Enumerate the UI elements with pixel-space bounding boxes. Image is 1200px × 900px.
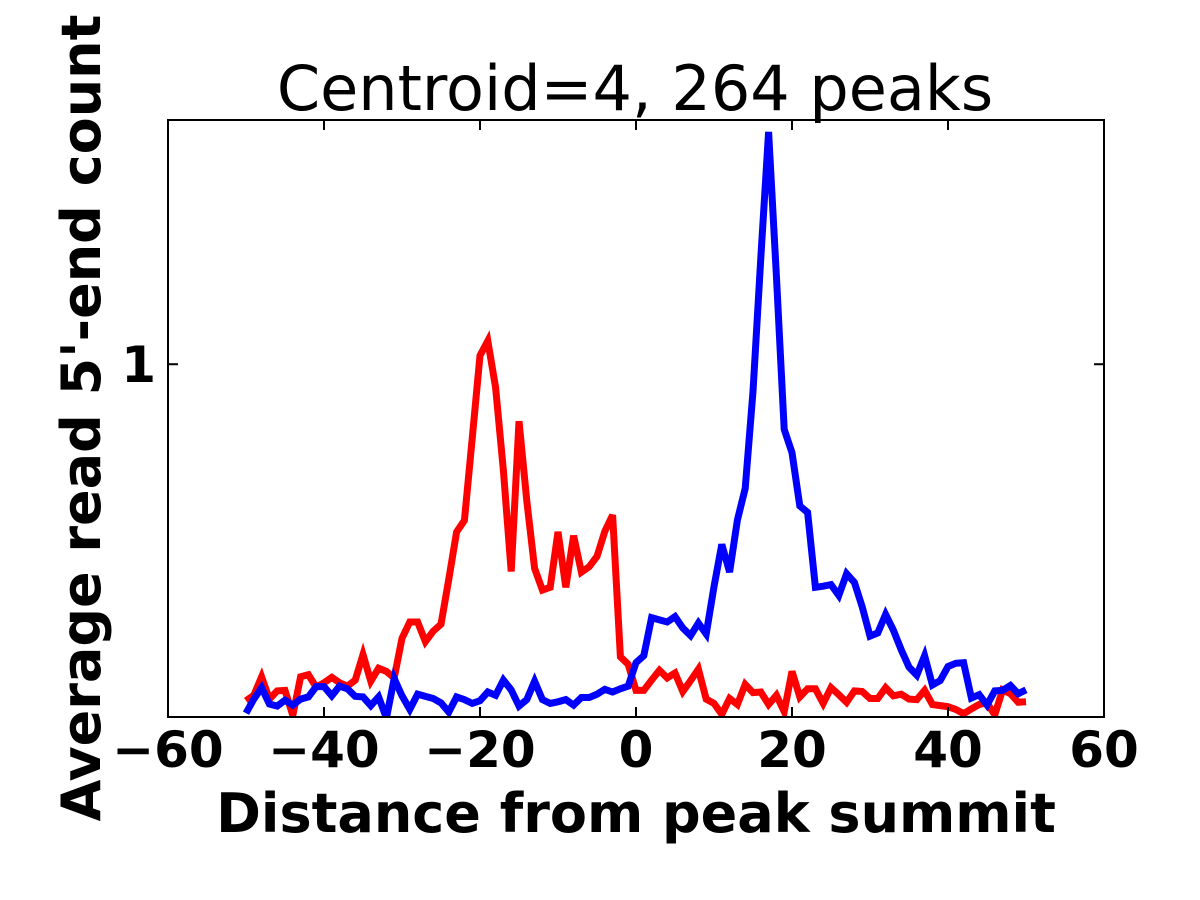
plot-frame xyxy=(167,119,1105,718)
x-tick-label: 40 xyxy=(913,721,983,779)
x-tick-label: −40 xyxy=(268,721,379,779)
chart-title: Centroid=4, 264 peaks xyxy=(277,52,993,125)
x-tick-label: 20 xyxy=(757,721,827,779)
x-axis-label: Distance from peak summit xyxy=(216,782,1056,845)
series-line-2 xyxy=(242,131,1028,717)
series-line-1 xyxy=(244,330,1027,717)
tick-layer: −60 −40 −20 0 20 40 60 1 xyxy=(112,120,1139,779)
x-tick-label: −60 xyxy=(112,721,223,779)
x-tick-label: 60 xyxy=(1069,721,1139,779)
y-axis-label: Average read 5'-end count xyxy=(50,15,113,822)
series-layer xyxy=(242,131,1028,717)
x-tick-label: −20 xyxy=(424,721,535,779)
x-tick-label: 0 xyxy=(619,721,654,779)
y-tick-label: 1 xyxy=(121,336,156,394)
